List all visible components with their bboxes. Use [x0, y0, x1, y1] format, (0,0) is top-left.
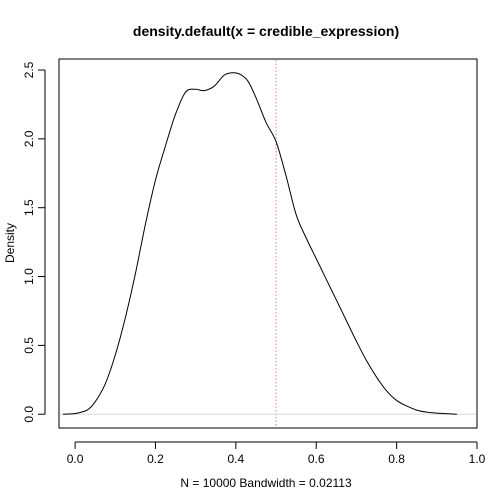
y-tick-label: 1.5	[22, 199, 36, 216]
x-axis-label: N = 10000 Bandwidth = 0.02113	[180, 476, 352, 490]
y-tick-label: 0.5	[22, 337, 36, 354]
y-axis-label: Density	[3, 223, 17, 263]
plot-frame	[58, 58, 478, 429]
chart-title: density.default(x = credible_expression)	[133, 23, 399, 39]
density-curve	[62, 72, 457, 415]
x-tick-label: 0.4	[228, 452, 245, 466]
y-tick-label: 1.0	[22, 268, 36, 285]
x-tick-label: 1.0	[469, 452, 486, 466]
x-tick-label: 0.6	[308, 452, 325, 466]
x-tick-label: 0.2	[147, 452, 164, 466]
annotations	[60, 60, 476, 427]
x-axis: 0.0 0.2 0.4 0.6 0.8 1.0	[67, 441, 486, 466]
y-tick-label: 2.0	[22, 130, 36, 147]
x-tick-label: 0.8	[388, 452, 405, 466]
y-axis: 0.0 0.5 1.0 1.5 2.0 2.5	[22, 61, 46, 423]
y-tick-label: 2.5	[22, 61, 36, 78]
x-tick-label: 0.0	[67, 452, 84, 466]
y-tick-label: 0.0	[22, 406, 36, 423]
